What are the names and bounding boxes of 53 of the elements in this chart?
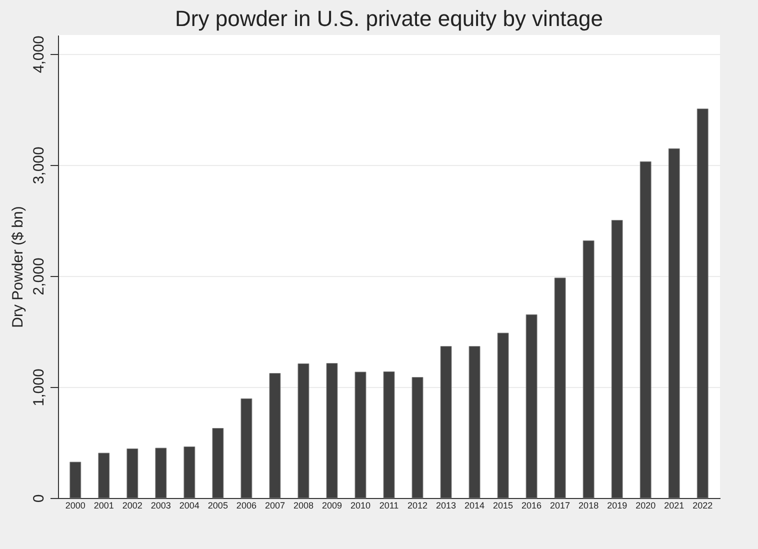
y-tick-label: 4,000: [30, 36, 48, 74]
bar: [696, 108, 708, 498]
bar: [554, 278, 566, 498]
x-tick-label: 2013: [436, 500, 456, 510]
chart-title: Dry powder in U.S. private equity by vintage: [175, 6, 603, 31]
x-tick-label: 2011: [379, 500, 399, 510]
x-tick-label: 2022: [692, 500, 713, 510]
bar: [440, 346, 452, 498]
bar: [269, 373, 281, 498]
bar: [298, 363, 310, 498]
x-tick-label: 2006: [236, 500, 256, 510]
bar: [582, 240, 594, 498]
bar: [240, 398, 252, 498]
bar: [640, 161, 652, 498]
x-tick-label: 2008: [293, 500, 314, 510]
y-axis-title: Dry Powder ($ bn): [10, 206, 26, 328]
bar: [497, 332, 509, 498]
bar: [668, 148, 680, 498]
x-tick-label: 2001: [94, 500, 114, 510]
x-tick-label: 2020: [636, 500, 656, 510]
y-tick-label: 3,000: [30, 146, 48, 184]
bar: [98, 452, 110, 498]
x-tick-label: 2009: [322, 500, 342, 510]
x-tick-label: 2018: [578, 500, 599, 510]
y-tick-label: 0: [30, 494, 48, 503]
x-tick-label: 2005: [208, 500, 228, 510]
bar: [184, 446, 196, 498]
x-tick-label: 2015: [493, 500, 514, 510]
x-tick-label: 2007: [264, 500, 285, 510]
bar: [468, 346, 480, 498]
x-tick-label: 2003: [150, 500, 171, 510]
x-tick-label: 2012: [407, 500, 428, 510]
x-tick-label: 2004: [179, 500, 200, 510]
x-tick-label: 2014: [464, 500, 485, 510]
bar: [70, 462, 82, 498]
x-tick-label: 2000: [65, 500, 86, 510]
x-tick-label: 2021: [664, 500, 684, 510]
x-tick-label: 2002: [122, 500, 142, 510]
x-tick-label: 2016: [522, 500, 542, 510]
y-tick-label: 2,000: [30, 258, 48, 296]
x-tick-label: 2019: [607, 500, 628, 510]
bar: [526, 314, 538, 498]
bar: [611, 220, 623, 498]
bar: [354, 372, 366, 498]
bar: [126, 448, 138, 498]
x-tick-label: 2017: [550, 500, 570, 510]
x-tick-label: 2010: [350, 500, 371, 510]
y-tick-label: 1,000: [30, 368, 48, 406]
bar: [212, 428, 224, 498]
bar: [412, 377, 424, 498]
bar: [326, 363, 338, 498]
bar: [155, 448, 167, 498]
bar: [383, 371, 395, 498]
